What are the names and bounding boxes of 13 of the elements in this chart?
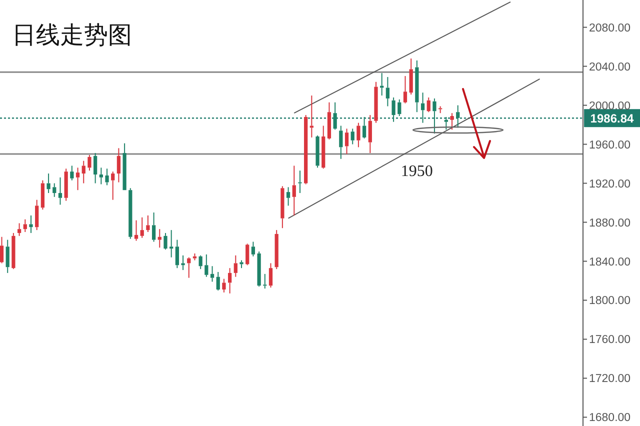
text: 日线走势图 [12,21,132,49]
y-tick-label: 1800.00 [589,295,631,308]
y-tick-label: 1840.00 [589,256,631,268]
y-tick-label: 1720.00 [589,373,631,386]
y-tick-label: 1880.00 [589,217,631,230]
ref-line-label: 1950 [400,163,433,180]
y-tick-label: 1760.00 [589,334,631,346]
ref-line-label: 1986.84 [590,112,634,126]
y-tick-label: 2040.00 [589,61,631,74]
y-tick-label: 1680.00 [589,412,631,424]
y-tick-label: 1960.00 [589,139,631,152]
y-tick-label: 2080.00 [589,22,631,34]
y-tick-label: 1920.00 [589,178,631,190]
